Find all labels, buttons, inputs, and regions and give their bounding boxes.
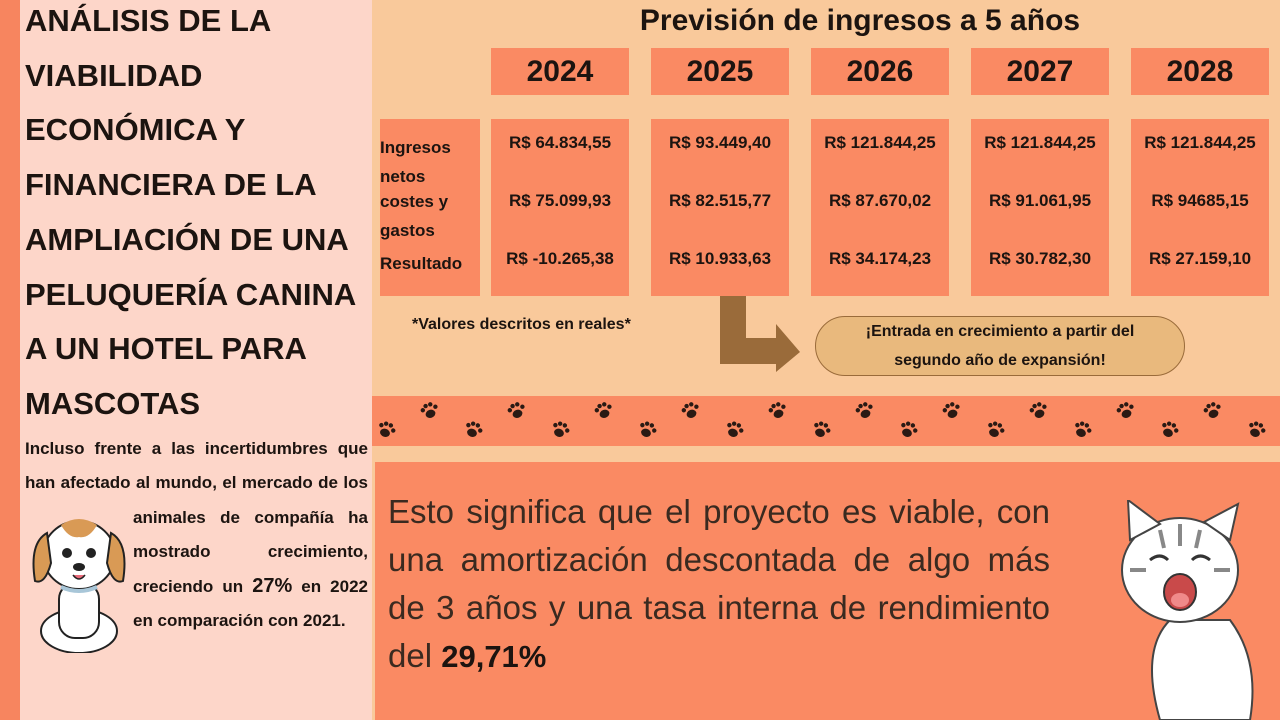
paw: [942, 402, 960, 418]
value-box: [491, 119, 629, 296]
value-cell: R$ 91.061,95: [988, 191, 1092, 210]
value-box: [811, 119, 949, 296]
year-box: 2024: [491, 48, 629, 95]
value-cell: R$ -10.265,38: [506, 249, 614, 268]
value-cell: R$ 87.670,02: [828, 191, 932, 210]
paw: [553, 421, 570, 437]
paw: [1029, 402, 1047, 418]
callout: ¡Entrada en crecimiento a partir del seg…: [815, 316, 1185, 376]
note: *Valores descritos en reales*: [412, 316, 631, 333]
sidebar-paragraph: Incluso frente a las incertidumbres que …: [25, 432, 368, 653]
arrow-shape: [720, 296, 800, 372]
paragraph-highlight: 27%: [252, 575, 293, 598]
value-box: [651, 119, 789, 296]
sidebar-title: ANÁLISIS DE LA VIABILIDAD ECONÓMICA Y FI…: [25, 3, 356, 421]
value-cell: R$ 30.782,30: [988, 249, 1092, 268]
value-cell: R$ 27.159,10: [1148, 249, 1252, 268]
value-cell: R$ 121.844,25: [984, 133, 1096, 152]
paragraph-text: mostrado crecimiento, creciendo un: [133, 541, 368, 597]
paw: [814, 421, 831, 437]
cat-illustration: [1121, 500, 1254, 720]
paw: [901, 421, 918, 437]
value-cell: R$ 94685,15: [1151, 191, 1249, 210]
arrow: [720, 296, 800, 372]
value-cell: R$ 75.099,93: [508, 191, 612, 210]
paw: [855, 402, 873, 418]
year-box: 2027: [971, 48, 1109, 95]
paw: [681, 402, 699, 418]
value-cell: R$ 121.844,25: [824, 133, 936, 152]
value-cell: R$ 10.933,63: [668, 249, 772, 268]
paw: [1116, 402, 1134, 418]
value-cell: R$ 93.449,40: [668, 133, 772, 152]
paw: [507, 402, 525, 418]
paw: [640, 421, 657, 437]
paw: [768, 402, 786, 418]
paw: [1162, 421, 1179, 437]
year-box: 2025: [651, 48, 789, 95]
conclusion-text: Esto significa que el proyecto es viable…: [388, 493, 1050, 674]
paw: [727, 421, 744, 437]
value-cell: R$ 64.834,55: [508, 133, 612, 152]
paw: [1203, 402, 1221, 418]
paw: [379, 421, 396, 437]
paw-strip: [372, 396, 1280, 446]
paragraph-text: en 2022 en comparación con 2021.: [133, 577, 369, 631]
row-label: Ingresos netos: [380, 138, 451, 186]
value-cell: R$ 82.515,77: [668, 191, 772, 210]
row-label: Resultado: [380, 254, 463, 273]
paw: [420, 402, 438, 418]
value-cell: R$ 34.174,23: [828, 249, 932, 268]
conclusion-highlight: 29,71%: [441, 639, 547, 674]
side-strip: [0, 0, 20, 720]
year-box: 2026: [811, 48, 949, 95]
value-box: [1131, 119, 1269, 296]
row-label: costes y gastos: [380, 192, 449, 240]
paw: [466, 421, 483, 437]
paw: [988, 421, 1005, 437]
value-box: [971, 119, 1109, 296]
callout-text: ¡Entrada en crecimiento a partir del seg…: [865, 323, 1135, 369]
conclusion: Esto significa que el proyecto es viable…: [388, 488, 1050, 681]
dog-illustration: [32, 518, 126, 653]
value-cell: R$ 121.844,25: [1144, 133, 1256, 152]
forecast-title: Previsión de ingresos a 5 años: [639, 4, 1081, 37]
paw: [1075, 421, 1092, 437]
paragraph-text: Incluso frente a las incertidumbres que …: [25, 439, 368, 527]
paw: [594, 402, 612, 418]
paw: [1249, 421, 1266, 437]
year-box: 2028: [1131, 48, 1269, 95]
label-box: [380, 119, 480, 296]
